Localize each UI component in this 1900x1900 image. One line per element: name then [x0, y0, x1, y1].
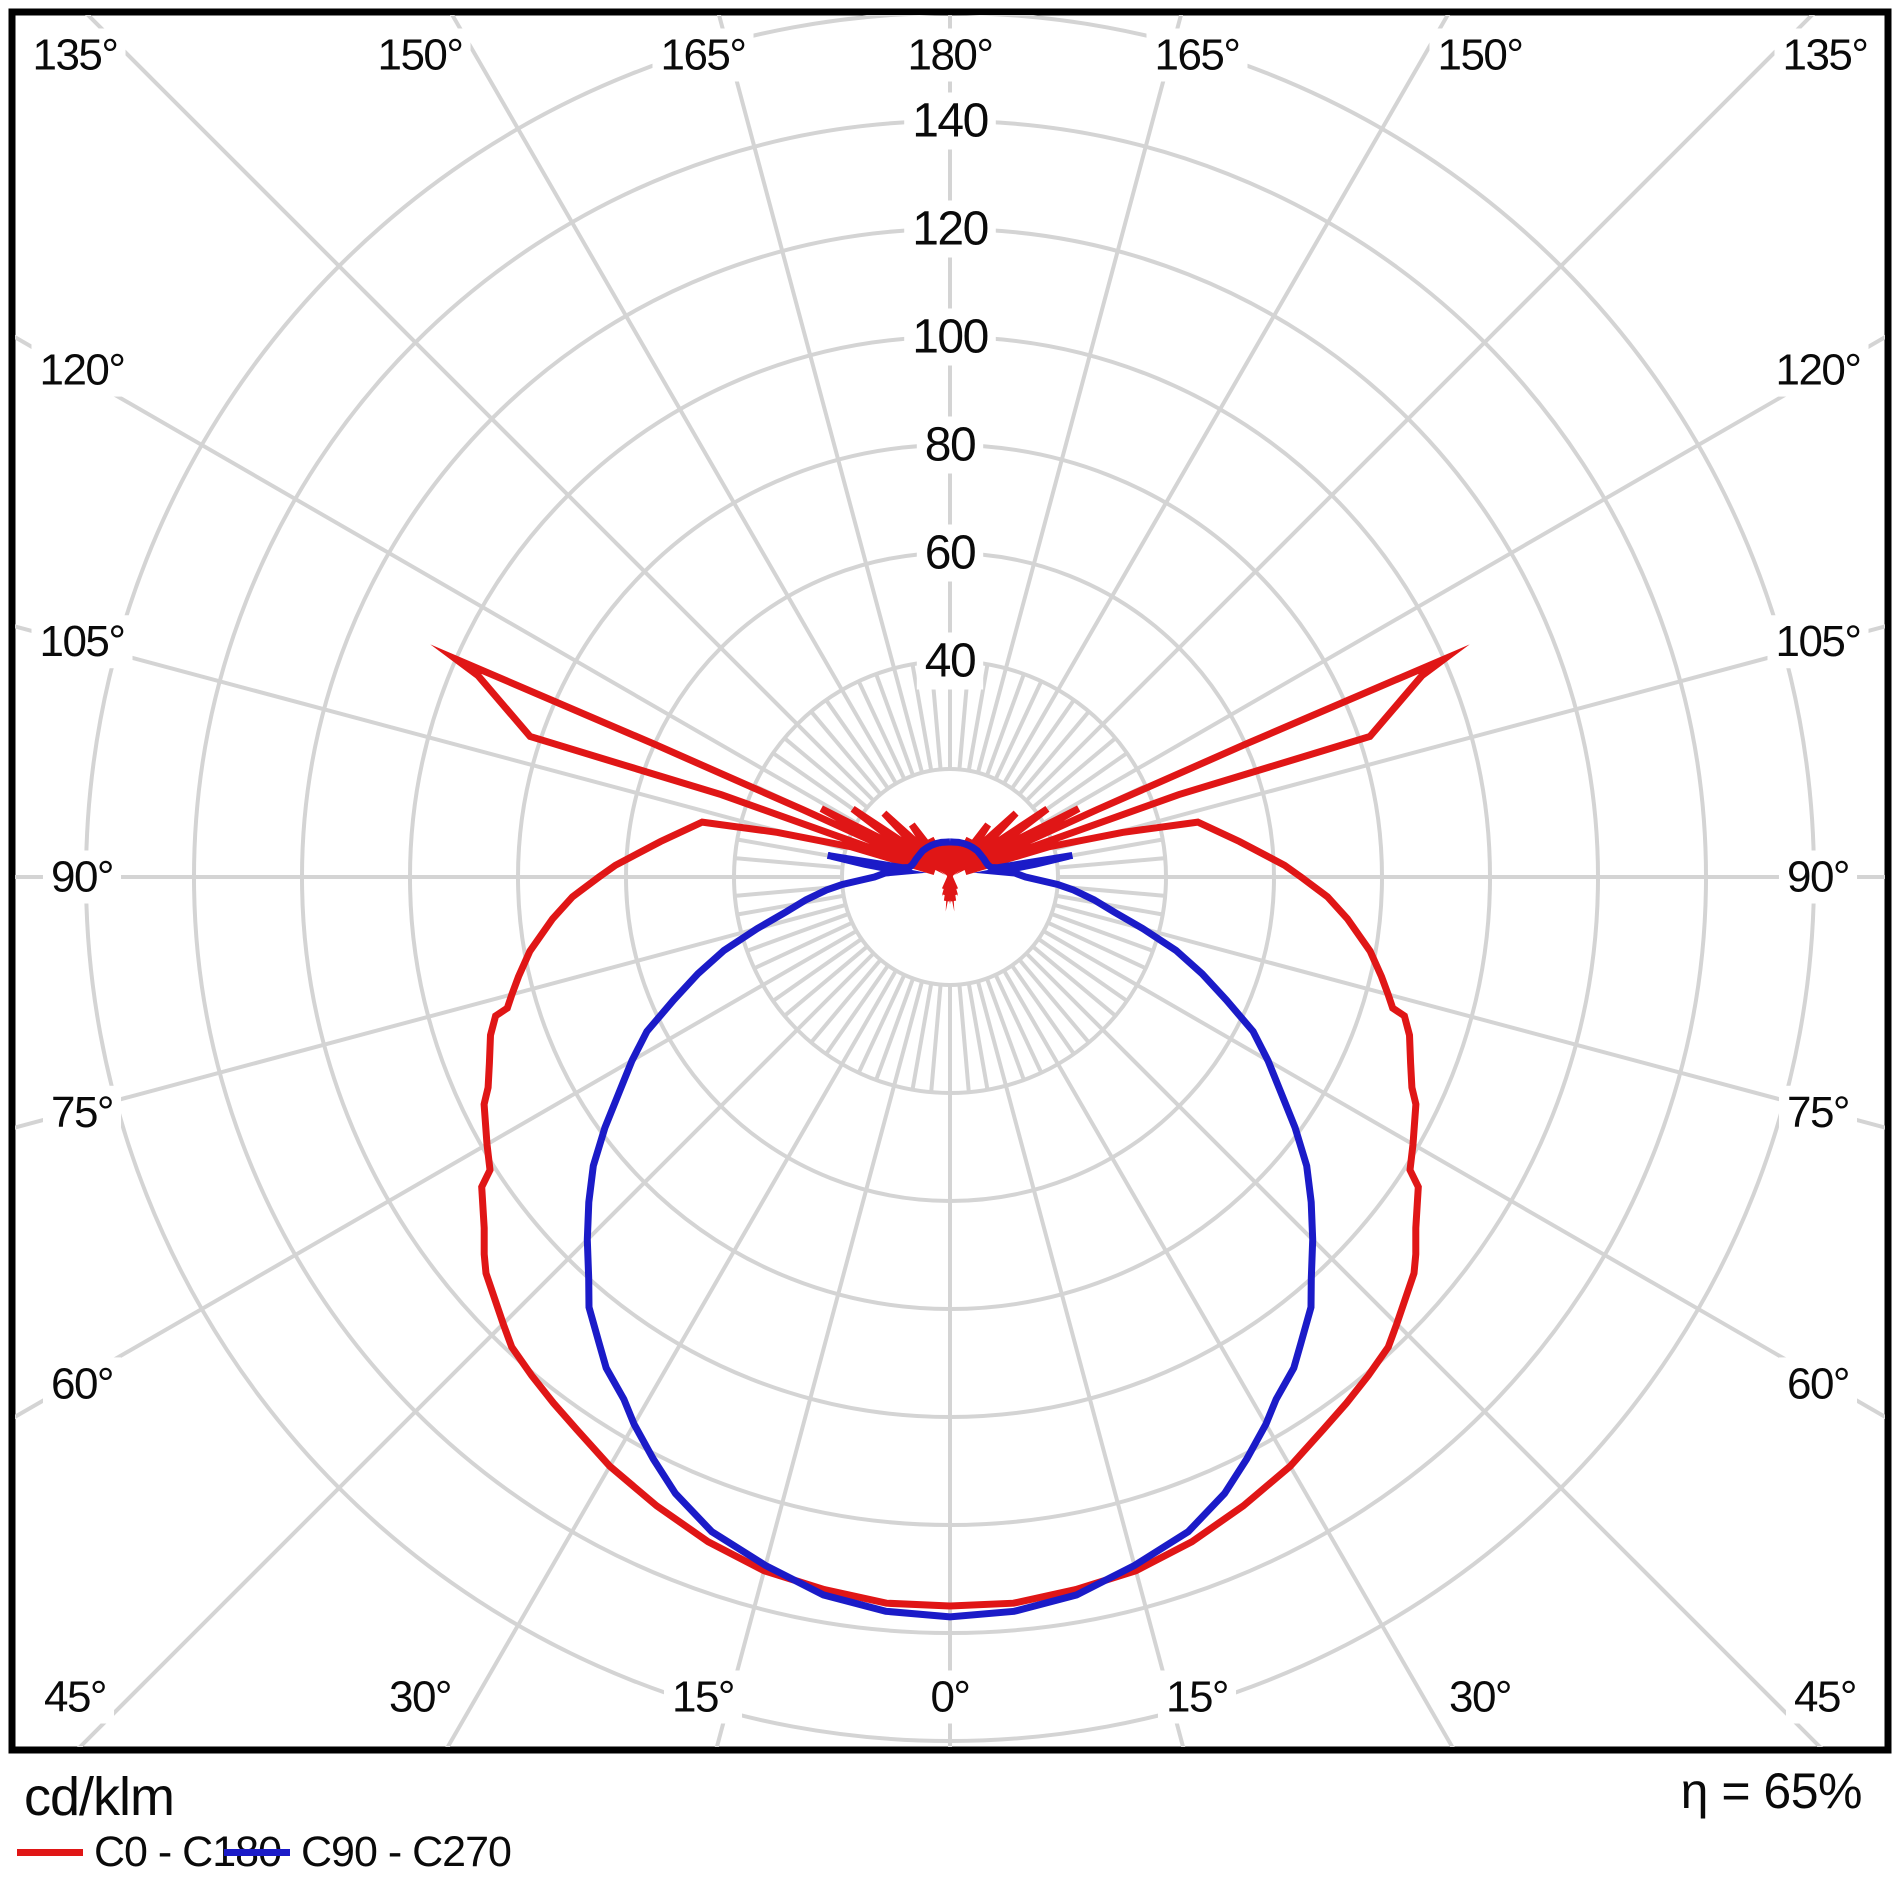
angle-label: 75°	[51, 1088, 113, 1137]
polar-grid-minor-spoke	[929, 984, 943, 1093]
polar-grid-minor-spoke	[1047, 920, 1147, 971]
angle-label: 30°	[389, 1673, 451, 1722]
angle-label: 15°	[1166, 1673, 1228, 1722]
polar-grid-minor-spoke	[771, 751, 863, 817]
polar-grid-minor-spoke	[1037, 751, 1129, 817]
polar-grid-spoke	[450, 15, 898, 785]
angle-label: 60°	[51, 1359, 113, 1408]
polar-grid-spoke	[15, 334, 858, 825]
angle-label: 75°	[1787, 1088, 1849, 1137]
polar-grid-minor-spoke	[985, 673, 1026, 777]
curve-c0-c180	[430, 644, 1470, 1610]
efficiency-label: η = 65%	[1680, 1763, 1863, 1819]
polar-grid-minor-spoke	[1057, 856, 1166, 870]
polar-grid-spoke	[716, 15, 924, 774]
angle-label: 90°	[1787, 853, 1849, 902]
polar-grid-minor-spoke	[736, 893, 844, 917]
polar-grid-minor-spoke	[753, 920, 853, 971]
angle-label: 135°	[1782, 31, 1867, 80]
polar-grid-spoke	[1053, 903, 1885, 1130]
polar-grid-minor-spoke	[1050, 912, 1154, 953]
angle-label: 150°	[377, 31, 462, 80]
legend-swatch-c0-c180	[17, 1848, 83, 1856]
polar-grid-spoke	[1002, 15, 1450, 785]
angle-label: 0°	[930, 1673, 969, 1722]
angle-label: 30°	[1449, 1673, 1511, 1722]
angle-label: 180°	[907, 31, 992, 80]
polar-grid-minor-spoke	[874, 673, 915, 777]
polar-grid-minor-spoke	[957, 984, 971, 1093]
ring-label: 100	[912, 311, 988, 364]
polar-grid-minor-spoke	[746, 912, 850, 953]
polar-grid-minor-spoke	[1017, 958, 1091, 1044]
polar-grid-minor-spoke	[966, 663, 990, 771]
ring-label: 60	[925, 527, 975, 580]
polar-grid-minor-spoke	[993, 974, 1044, 1074]
polar-grid-minor-spoke	[809, 958, 883, 1044]
center-artifact-fan	[941, 875, 959, 902]
angle-label: 135°	[32, 31, 117, 80]
polar-grid-minor-spoke	[1010, 964, 1076, 1056]
polar-grid-spoke	[15, 624, 847, 851]
polar-grid-spoke	[976, 980, 1186, 1747]
polar-grid-minor-spoke	[736, 837, 844, 861]
polar-grid-minor-spoke	[910, 983, 934, 1091]
polar-grid-spoke	[714, 980, 924, 1747]
polar-grid-spoke	[445, 969, 898, 1747]
polar-grid-spoke	[1042, 334, 1885, 825]
angle-label: 120°	[1775, 346, 1860, 395]
angle-label: 150°	[1437, 31, 1522, 80]
polar-grid-spoke	[15, 929, 858, 1420]
polar-grid-minor-spoke	[783, 944, 869, 1018]
legend-item-c90-c270: C90 - C270	[224, 1827, 512, 1876]
polar-grid-minor-spoke	[993, 680, 1044, 780]
polar-grid-minor-spoke	[809, 710, 883, 796]
polar-grid-minor-spoke	[1031, 736, 1117, 810]
polar-grid-minor-spoke	[734, 856, 843, 870]
polar-grid-minor-spoke	[1031, 944, 1117, 1018]
polar-grid-spoke	[1042, 929, 1885, 1420]
legend-label-c90-c270: C90 - C270	[301, 1827, 512, 1876]
angle-label: 15°	[672, 1673, 734, 1722]
polar-grid-minor-spoke	[985, 977, 1026, 1081]
ring-label: 80	[925, 419, 975, 472]
ring-label: 120	[912, 203, 988, 256]
legend-swatch-c90-c270	[224, 1848, 290, 1856]
polar-grid-minor-spoke	[1017, 710, 1091, 796]
angle-label: 45°	[44, 1673, 106, 1722]
polar-grid-spoke	[976, 15, 1184, 774]
polar-grid-minor-spoke	[771, 937, 863, 1003]
polar-grid-spoke	[1002, 969, 1455, 1747]
curve-c90-c270	[583, 838, 1317, 1621]
polar-grid-minor-spoke	[824, 964, 890, 1056]
polar-grid-spoke	[15, 903, 847, 1130]
units-label: cd/klm	[24, 1767, 175, 1827]
polar-grid-minor-spoke	[824, 698, 890, 790]
polar-grid-minor-spoke	[1010, 698, 1076, 790]
ring-label: 140	[912, 95, 988, 148]
polar-grid-minor-spoke	[910, 663, 934, 771]
polar-grid-minor-spoke	[1056, 837, 1164, 861]
angle-label: 105°	[39, 617, 124, 666]
polar-grid-minor-spoke	[966, 983, 990, 1091]
polar-grid-minor-spoke	[783, 736, 869, 810]
angle-label: 60°	[1787, 1359, 1849, 1408]
ring-label: 40	[925, 635, 975, 688]
polar-grid-minor-spoke	[874, 977, 915, 1081]
angle-label: 45°	[1794, 1673, 1856, 1722]
polar-grid-spoke	[1053, 624, 1885, 851]
angle-label: 120°	[39, 346, 124, 395]
polar-grid-minor-spoke	[1056, 893, 1164, 917]
angle-label: 165°	[1154, 31, 1239, 80]
polar-grid-minor-spoke	[856, 974, 907, 1074]
angle-label: 105°	[1775, 617, 1860, 666]
angle-label: 165°	[660, 31, 745, 80]
angle-label: 90°	[51, 853, 113, 902]
polar-grid-minor-spoke	[856, 680, 907, 780]
polar-grid-minor-spoke	[1037, 937, 1129, 1003]
